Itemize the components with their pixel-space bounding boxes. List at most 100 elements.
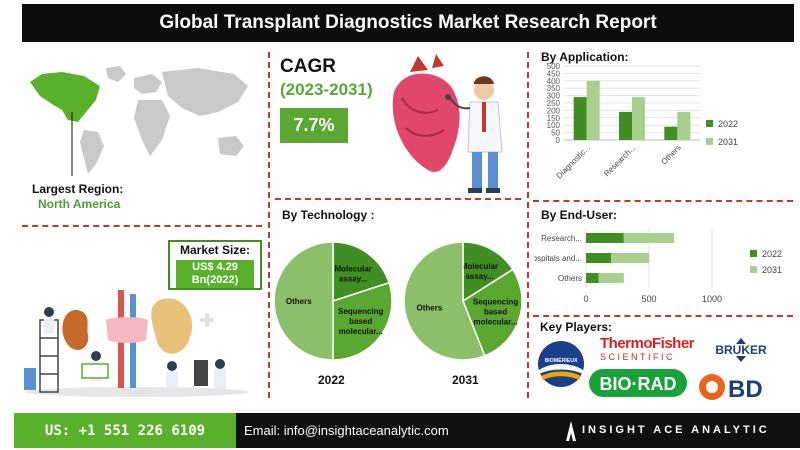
end-user-bar-2031 <box>598 273 624 283</box>
application-category-label: Research... <box>602 143 637 178</box>
thermofisher-name: ThermoFisher <box>600 335 695 352</box>
application-category-label: Diagnostic... <box>555 143 592 180</box>
footer-bar: Email: info@insightaceanalytic.com INSIG… <box>236 413 800 448</box>
application-y-tick: 50 <box>551 129 560 138</box>
biomerieux-logo: BIOMÉRIEUX <box>537 340 585 388</box>
pie-2031-year: 2031 <box>452 373 479 387</box>
pie-slice <box>462 241 514 303</box>
divider-left-mid <box>22 225 262 227</box>
footer-brand: INSIGHT ACE ANALYTIC <box>582 424 770 436</box>
pie-2022-year: 2022 <box>318 373 345 387</box>
key-players-title: Key Players: <box>540 320 613 334</box>
end-user-bar-2031 <box>611 253 649 263</box>
end-user-bar-2022 <box>586 273 599 283</box>
market-size-card: Market Size: US$ 4.29 Bn(2022) <box>168 240 262 290</box>
cagr-value: 7.7% <box>280 108 348 143</box>
pie-slice <box>403 241 486 361</box>
footer-email[interactable]: Email: info@insightaceanalytic.com <box>244 423 449 438</box>
cagr-label: CAGR <box>280 56 336 77</box>
application-category-label: Others <box>659 143 682 166</box>
pie-slice-label: Others <box>416 303 442 312</box>
end-user-category-label: Hospitals and... <box>534 254 582 263</box>
biorad-text: BIO·RAD <box>600 374 677 394</box>
world-map <box>22 60 262 180</box>
pie-slice <box>462 268 523 357</box>
biomerieux-text: BIOMÉRIEUX <box>545 356 578 364</box>
map-asia <box>162 68 248 116</box>
map-north-america <box>30 72 100 122</box>
pie-slice-label: Molecular assay... <box>334 264 371 283</box>
divider-left <box>268 52 270 398</box>
pie-chart-2022: Molecular assay... Sequencing based molecula… <box>272 240 394 362</box>
map-south-america <box>80 130 104 174</box>
map-australia <box>218 136 244 156</box>
market-size-year: Bn(2022) <box>191 274 239 286</box>
end-user-legend-swatch <box>750 266 757 273</box>
heart-doctor-illustration <box>380 52 530 202</box>
application-y-tick: 0 <box>556 136 561 145</box>
application-y-tick: 200 <box>547 106 561 115</box>
pie-slice-label: Others <box>286 297 312 306</box>
end-user-bar-2022 <box>586 253 612 263</box>
pie-slice-label: Molecular assay... <box>461 262 498 281</box>
market-size-amount: US$ 4.29 <box>192 261 238 273</box>
application-y-tick: 100 <box>547 121 561 130</box>
footer-phone[interactable]: US: +1 551 226 6109 <box>14 413 236 448</box>
application-y-tick: 350 <box>547 84 561 93</box>
application-bar-2031 <box>677 111 691 140</box>
application-y-tick: 300 <box>547 92 561 101</box>
technology-title: By Technology : <box>282 208 375 222</box>
thermofisher-logo: ThermoFisher SCIENTIFIC <box>600 335 695 364</box>
application-y-tick: 250 <box>547 99 561 108</box>
end-user-x-tick: 1000 <box>702 294 722 304</box>
end-user-legend-label: 2031 <box>762 265 782 275</box>
cagr-period: (2023-2031) <box>280 80 373 99</box>
biorad-logo: BIO·RAD <box>588 368 688 398</box>
bruker-text: BRUKER <box>715 343 767 357</box>
page-title: Global Transplant Diagnostics Market Res… <box>22 4 794 42</box>
map-europe <box>134 74 162 94</box>
lab-illustration <box>22 280 252 398</box>
application-legend-swatch <box>706 138 713 145</box>
application-bar-2022 <box>664 126 678 140</box>
pie-slice <box>332 281 393 361</box>
largest-region-value: North America <box>38 197 121 211</box>
application-bar-2031 <box>586 80 600 140</box>
end-user-x-tick: 0 <box>583 294 588 304</box>
application-y-tick: 450 <box>547 69 561 78</box>
bd-text: BD <box>728 376 763 402</box>
application-y-tick: 400 <box>547 77 561 86</box>
application-y-tick: 150 <box>547 114 561 123</box>
thermofisher-subtitle: SCIENTIFIC <box>600 352 676 362</box>
map-africa <box>134 100 170 156</box>
pie-chart-2031: Molecular assay... Sequencing based molecula… <box>402 240 524 362</box>
application-y-tick: 500 <box>547 62 561 71</box>
end-user-legend-swatch <box>750 250 757 257</box>
pie-slice-label: Sequencing based molecular... <box>473 298 518 327</box>
market-size-value: US$ 4.29 Bn(2022) <box>176 260 254 288</box>
brand-logo-icon <box>566 421 576 441</box>
end-user-category-label: Others <box>558 274 582 283</box>
divider-right <box>527 52 529 398</box>
largest-region-label: Largest Region: <box>32 182 124 196</box>
pie-slice-label: Sequencing based molecular... <box>338 307 383 336</box>
bruker-logo: BRUKER <box>708 337 774 363</box>
bd-logo: BD <box>698 372 778 403</box>
application-bar-2031 <box>632 97 645 140</box>
application-bar-2022 <box>619 111 632 140</box>
application-bar-2022 <box>573 97 587 140</box>
application-title: By Application: <box>541 50 629 64</box>
end-user-legend-label: 2022 <box>762 249 782 259</box>
divider-right-low <box>533 315 793 317</box>
end-user-title: By End-User: <box>541 208 618 222</box>
application-legend-label: 2031 <box>718 137 738 147</box>
end-user-x-tick: 500 <box>641 294 656 304</box>
application-chart: 0 50 100 150 200 250 300 350 400 450 500 Diagnostic… <box>534 62 796 198</box>
divider-center-mid <box>275 198 521 200</box>
end-user-category-label: Research... <box>541 234 582 243</box>
pie-slice <box>332 241 391 303</box>
end-user-bar-2031 <box>623 233 675 243</box>
pie-slice <box>273 241 334 361</box>
end-user-chart: 0 500 1000 Research... Hospitals and... Other… <box>527 224 796 310</box>
end-user-bar-2022 <box>586 233 624 243</box>
